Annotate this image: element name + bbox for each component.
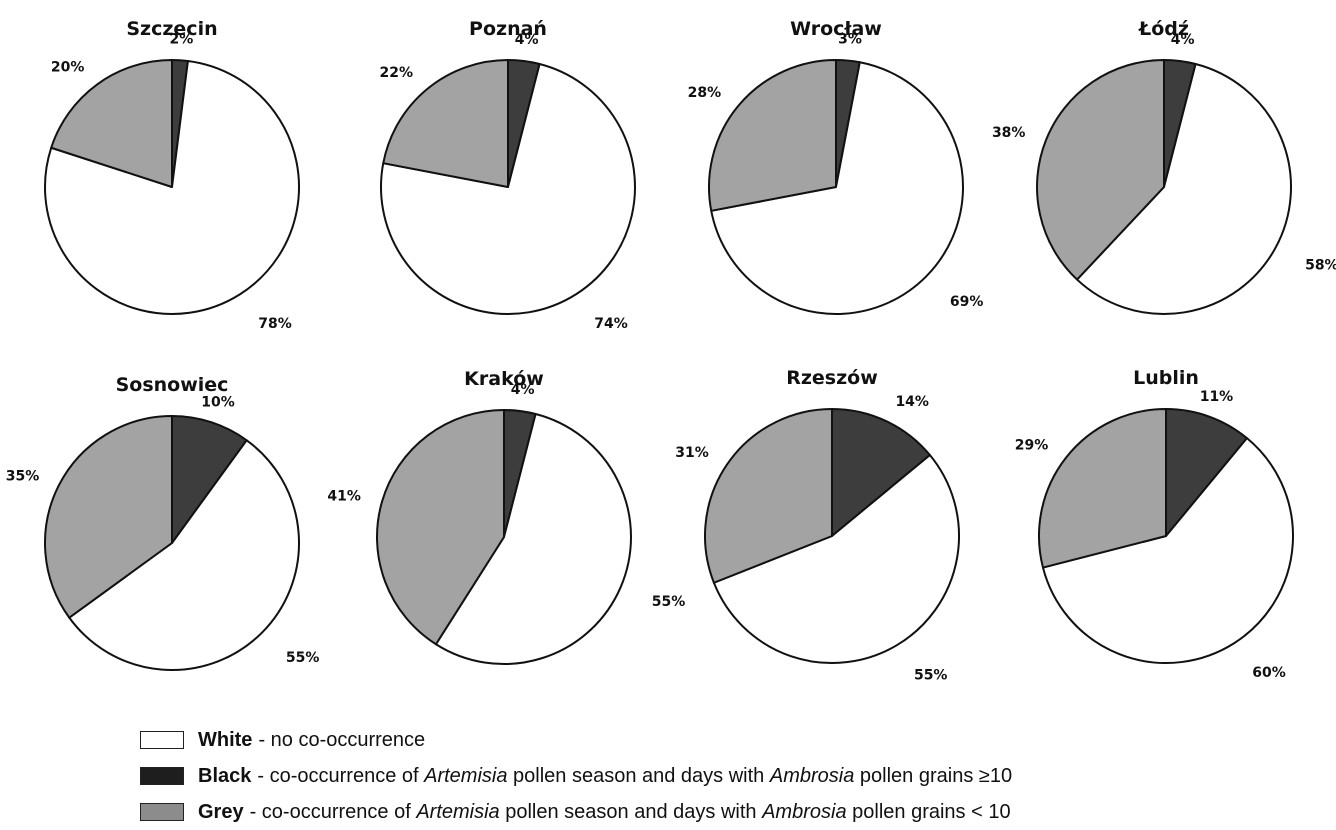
data-label-black: 11% <box>1200 389 1234 405</box>
pie-title: Łódź <box>1138 18 1189 40</box>
data-label-black: 4% <box>515 32 539 48</box>
pie-lodz: 4% 58% 38% Łódź <box>992 18 1336 315</box>
slice-white <box>712 454 960 664</box>
data-label-grey: 31% <box>675 445 709 461</box>
pies-canvas: 2% 78% 20% Szczecin 4% 74% 22% Poznań 3% 69% 28% Wr… <box>6 18 1336 684</box>
data-label-grey: 29% <box>1015 438 1049 454</box>
slice-grey <box>1038 408 1167 569</box>
data-label-white: 78% <box>258 316 292 332</box>
slice-white <box>1041 437 1294 664</box>
data-label-white: 60% <box>1252 665 1286 681</box>
data-label-black: 14% <box>895 394 929 410</box>
slice-grey <box>1036 59 1165 281</box>
pie-rzeszow: 14% 55% 31% Rzeszów <box>675 367 960 684</box>
pie-title: Kraków <box>464 368 544 390</box>
data-label-black: 4% <box>1171 32 1195 48</box>
slice-grey <box>44 415 173 619</box>
slice-white <box>68 439 300 671</box>
data-label-white: 58% <box>1305 258 1336 274</box>
pie-lublin: 11% 60% 29% Lublin <box>1015 367 1294 681</box>
data-label-black: 4% <box>511 382 535 398</box>
legend-desc-grey: - co-occurrence of Artemisia pollen seas… <box>249 800 1011 823</box>
data-label-black: 10% <box>201 394 235 410</box>
slice-grey <box>376 409 505 646</box>
pie-title: Szczecin <box>126 18 217 40</box>
pie-poznan: 4% 74% 22% Poznań <box>380 18 636 332</box>
data-label-grey: 22% <box>380 65 414 81</box>
pie-title: Poznań <box>469 18 547 40</box>
data-label-white: 55% <box>286 650 320 666</box>
legend-swatch-black <box>140 767 184 785</box>
legend-desc-white: - no co-occurrence <box>258 728 426 751</box>
data-label-white: 55% <box>652 594 686 610</box>
pie-title: Wrocław <box>790 18 882 40</box>
slice-grey <box>704 408 833 584</box>
slice-white <box>434 412 632 665</box>
data-label-white: 69% <box>950 294 984 310</box>
slice-white <box>710 61 964 315</box>
legend-item-grey: Grey - co-occurrence of Artemisia pollen… <box>140 794 1320 830</box>
pie-wroclaw: 3% 69% 28% Wrocław <box>688 18 984 315</box>
slice-white <box>1076 62 1292 315</box>
legend-label-black: Black <box>198 764 252 787</box>
pie-title: Sosnowiec <box>116 374 229 396</box>
pie-title: Rzeszów <box>786 367 878 389</box>
slice-black <box>171 415 248 544</box>
data-label-grey: 28% <box>688 85 722 101</box>
legend-item-white: White - no co-occurrence <box>140 722 1320 758</box>
slice-black <box>831 408 931 537</box>
slice-grey <box>382 59 509 188</box>
data-label-black: 2% <box>169 31 193 47</box>
legend: White - no co-occurrence Black - co-occu… <box>140 722 1320 830</box>
pie-title: Lublin <box>1133 367 1199 389</box>
legend-label-white: White <box>198 728 253 751</box>
pie-szczecin: 2% 78% 20% Szczecin <box>44 18 300 332</box>
slice-black <box>1165 408 1248 537</box>
data-label-white: 55% <box>914 668 948 684</box>
legend-swatch-grey <box>140 803 184 821</box>
data-label-grey: 20% <box>51 59 85 75</box>
slice-white <box>380 62 636 315</box>
slice-grey <box>50 59 173 188</box>
data-label-white: 74% <box>594 316 628 332</box>
data-label-grey: 35% <box>6 468 40 484</box>
legend-label-grey: Grey <box>198 800 244 823</box>
legend-desc-black: - co-occurrence of Artemisia pollen seas… <box>257 764 1013 787</box>
data-label-black: 3% <box>838 32 862 48</box>
data-label-grey: 38% <box>992 125 1026 141</box>
pie-sosnowiec: 10% 55% 35% Sosnowiec <box>6 374 320 671</box>
pie-krakow: 4% 55% 41% Kraków <box>327 368 686 665</box>
legend-item-black: Black - co-occurrence of Artemisia polle… <box>140 758 1320 794</box>
data-label-grey: 41% <box>327 488 361 504</box>
slice-grey <box>708 59 837 212</box>
legend-swatch-white <box>140 731 184 749</box>
